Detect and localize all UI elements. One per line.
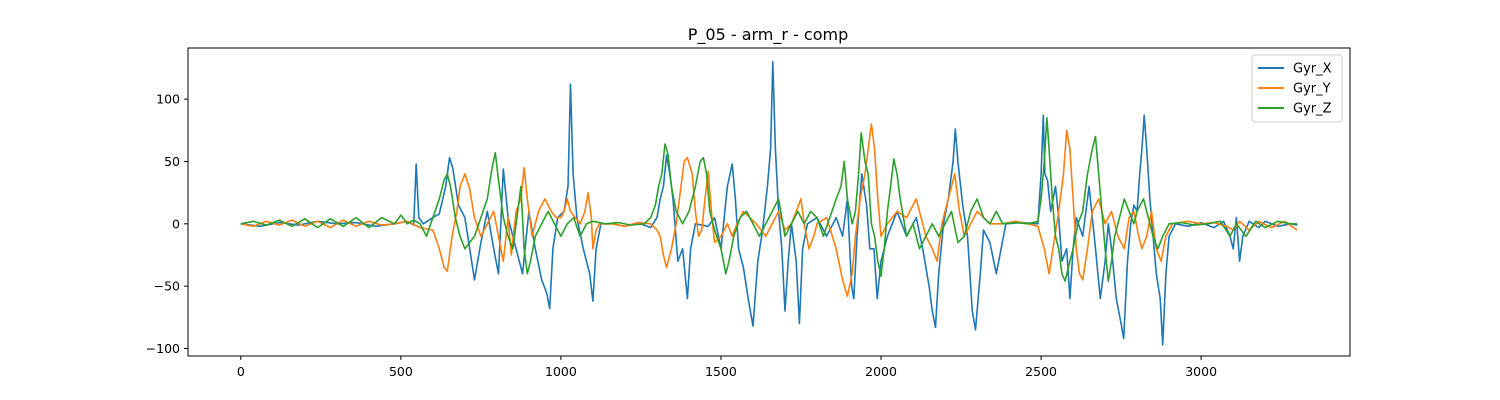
legend: Gyr_X Gyr_Y Gyr_Z	[1251, 54, 1343, 123]
chart-title: P_05 - arm_r - comp	[688, 25, 849, 45]
x-tick-label: 3000	[1185, 364, 1217, 379]
plot-lines	[240, 60, 1298, 346]
x-tick-label: 2500	[1025, 364, 1057, 379]
x-tick-label: 2000	[865, 364, 897, 379]
y-tick-label: −100	[146, 341, 180, 356]
x-tick-label: 1500	[705, 364, 737, 379]
y-axis: −100 −50 0 50 100	[146, 92, 188, 356]
y-tick-label: −50	[154, 279, 180, 294]
y-tick-label: 0	[172, 216, 180, 231]
y-tick-label: 100	[156, 92, 180, 107]
series-line-gyr-y	[240, 123, 1298, 297]
series-line-gyr-z	[240, 117, 1298, 282]
series-line-gyr-x	[240, 60, 1298, 346]
legend-label: Gyr_Z	[1293, 102, 1332, 117]
y-tick-label: 50	[164, 154, 180, 169]
legend-label: Gyr_X	[1293, 62, 1332, 77]
x-tick-label: 0	[237, 364, 245, 379]
x-tick-label: 1000	[545, 364, 577, 379]
axes-frame	[187, 47, 1351, 357]
x-tick-label: 500	[389, 364, 413, 379]
legend-box	[1251, 54, 1343, 123]
x-axis: 0 500 1000 1500 2000 2500 3000	[237, 356, 1217, 379]
legend-label: Gyr_Y	[1293, 82, 1331, 97]
